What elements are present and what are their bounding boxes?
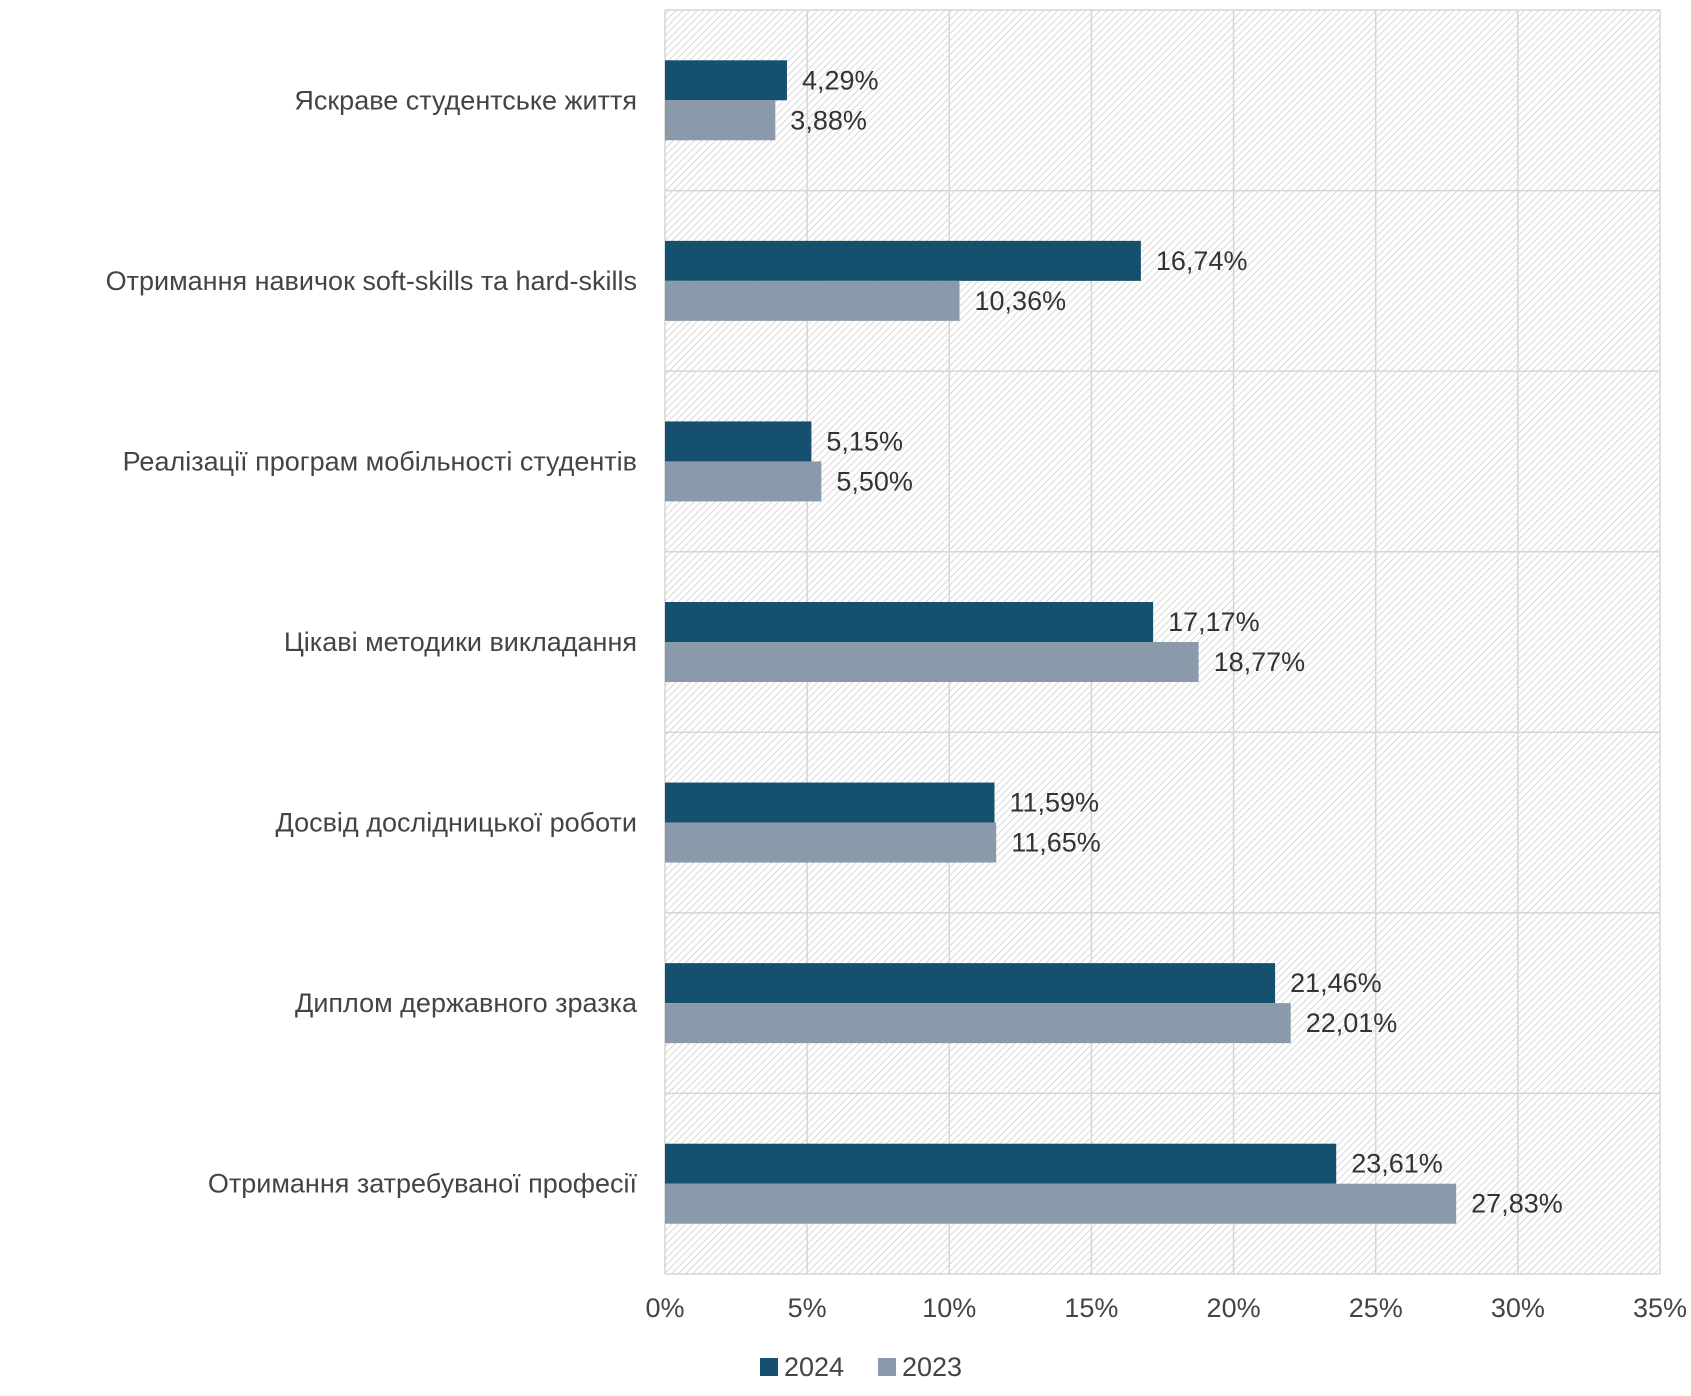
- data-label-2024-3: 17,17%: [1168, 607, 1260, 637]
- data-label-2024-0: 4,29%: [802, 65, 879, 95]
- legend-swatch-2023: [878, 1358, 896, 1376]
- bar-2023-1: [665, 280, 960, 321]
- x-tick-label-0: 0%: [645, 1293, 684, 1323]
- x-tick-label-4: 20%: [1207, 1293, 1261, 1323]
- bar-2023-0: [665, 100, 776, 141]
- category-label-6: Отримання затребуваної професії: [208, 1169, 638, 1199]
- category-label-5: Диплом державного зразка: [295, 988, 638, 1018]
- data-label-2024-4: 11,59%: [1009, 788, 1099, 818]
- bar-2023-5: [665, 1003, 1291, 1044]
- bar-2023-4: [665, 822, 997, 863]
- data-label-2023-6: 27,83%: [1471, 1189, 1563, 1219]
- data-label-2024-6: 23,61%: [1351, 1149, 1443, 1179]
- data-label-2023-5: 22,01%: [1306, 1008, 1398, 1038]
- bar-2023-6: [665, 1183, 1457, 1224]
- bar-2024-3: [665, 602, 1154, 642]
- data-label-2024-5: 21,46%: [1290, 968, 1382, 998]
- bar-2024-6: [665, 1143, 1337, 1184]
- x-tick-label-3: 15%: [1064, 1293, 1118, 1323]
- legend-label-2024: 2024: [784, 1352, 844, 1382]
- x-tick-label-5: 25%: [1349, 1293, 1403, 1323]
- bar-2024-4: [665, 782, 995, 823]
- bar-2023-2: [665, 461, 822, 502]
- data-label-2023-2: 5,50%: [836, 466, 913, 496]
- bar-2023-3: [665, 642, 1199, 682]
- x-tick-label-6: 30%: [1491, 1293, 1545, 1323]
- bar-2024-0: [665, 60, 787, 101]
- data-label-2023-4: 11,65%: [1011, 828, 1101, 858]
- legend-label-2023: 2023: [902, 1352, 962, 1382]
- bar-2024-1: [665, 240, 1141, 281]
- data-label-2023-0: 3,88%: [790, 105, 867, 135]
- category-label-2: Реалізації програм мобільності студентів: [123, 446, 637, 476]
- category-label-4: Досвід дослідницької роботи: [275, 808, 637, 838]
- category-label-3: Цікаві методики викладання: [284, 627, 637, 657]
- category-label-0: Яскраве студентське життя: [294, 85, 637, 115]
- legend-swatch-2024: [760, 1358, 778, 1376]
- x-tick-label-1: 5%: [788, 1293, 827, 1323]
- data-label-2023-1: 10,36%: [975, 286, 1067, 316]
- x-tick-label-7: 35%: [1633, 1293, 1687, 1323]
- bar-2024-2: [665, 421, 812, 462]
- data-label-2023-3: 18,77%: [1214, 647, 1306, 677]
- data-label-2024-2: 5,15%: [826, 426, 903, 456]
- x-tick-label-2: 10%: [922, 1293, 976, 1323]
- category-label-1: Отримання навичок soft-skills та hard-sk…: [106, 266, 637, 296]
- bar-2024-5: [665, 963, 1276, 1004]
- data-label-2024-1: 16,74%: [1156, 246, 1248, 276]
